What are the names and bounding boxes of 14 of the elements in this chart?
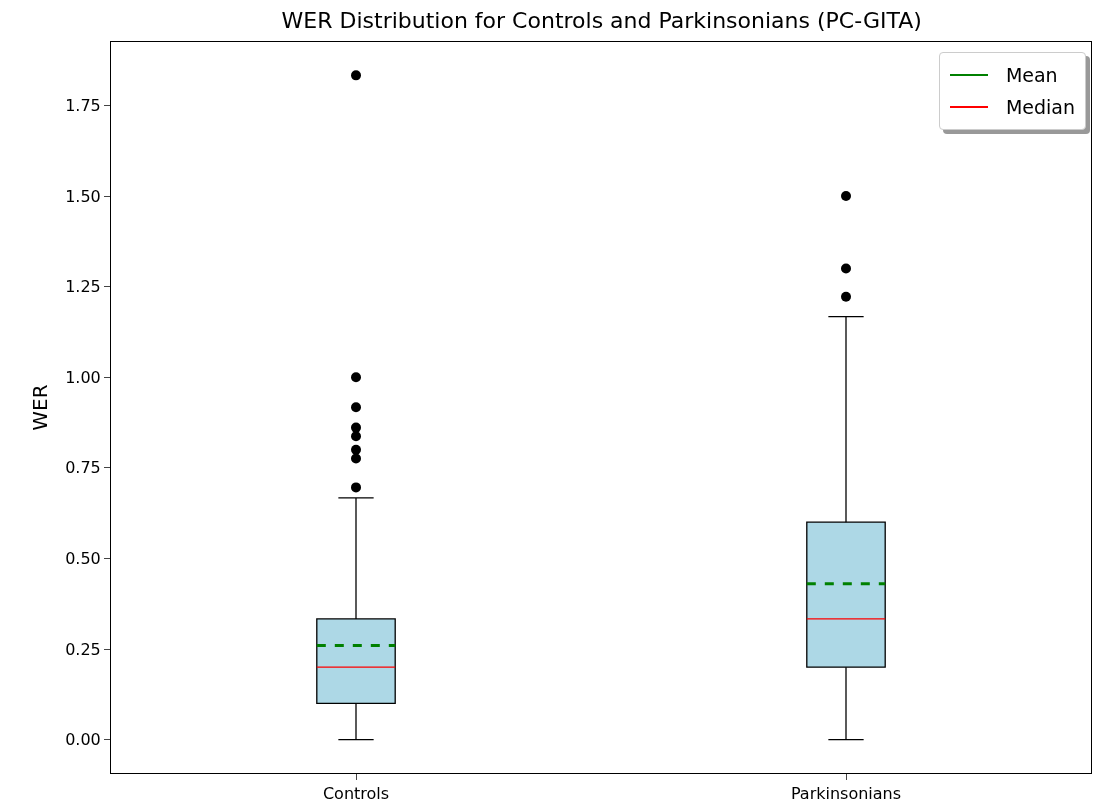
annotation: Median — [1005, 96, 1075, 118]
y-tick-label: 1.00 — [65, 367, 101, 387]
y-tick-label: 1.25 — [65, 277, 101, 297]
annotation: Mean — [1005, 64, 1058, 86]
y-tick-label: 1.75 — [65, 96, 101, 116]
y-axis-title: WER — [27, 384, 52, 431]
x-tick-label: Controls — [322, 784, 390, 804]
x-tick-label: Parkinsonians — [790, 784, 902, 804]
y-tick-label: 0.75 — [65, 458, 101, 478]
y-tick-label: 0.25 — [65, 639, 101, 659]
y-tick-label: 0.00 — [65, 730, 101, 750]
y-tick-label: 0.50 — [65, 549, 101, 569]
y-tick-label: 1.50 — [65, 186, 101, 206]
chart-title: WER Distribution for Controls and Parkinsonians (PC-GITA) — [281, 7, 922, 33]
